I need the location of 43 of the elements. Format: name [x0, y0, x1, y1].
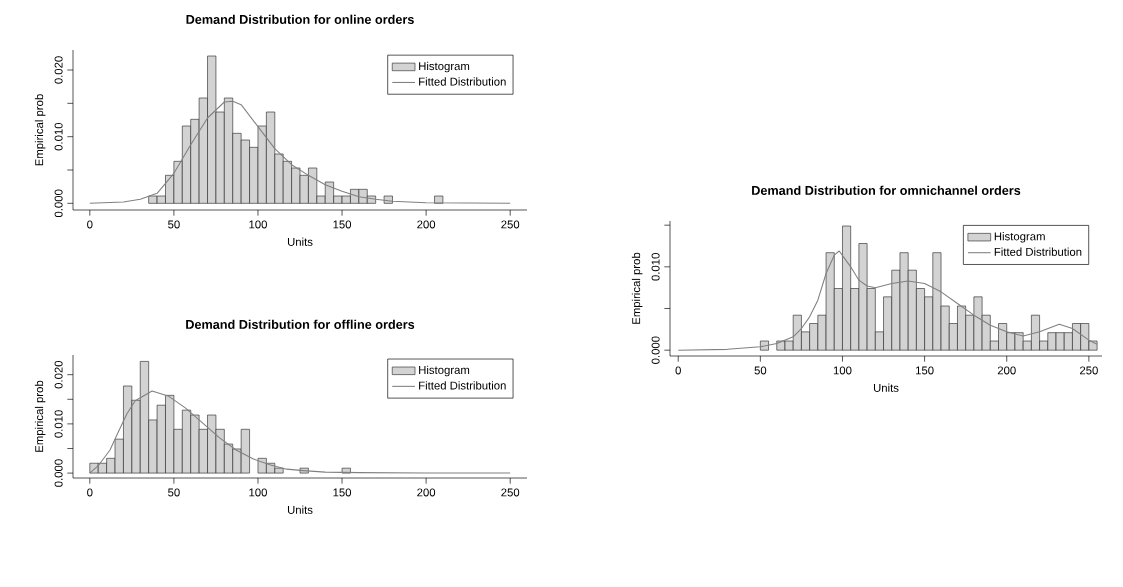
x-tick-label: 200	[417, 488, 436, 497]
x-tick-label: 250	[501, 220, 520, 229]
x-tick-label: 150	[333, 488, 352, 497]
x-tick-label: 0	[87, 488, 93, 497]
x-tick-label: 100	[249, 220, 267, 229]
y-tick-label: 0.010	[651, 253, 660, 281]
x-tick-label: 0	[675, 366, 681, 375]
line-series	[89, 100, 511, 204]
legend-label: Fitted Distribution	[419, 381, 506, 390]
x-axis-title: Units	[873, 383, 899, 392]
x-tick-label: 150	[333, 220, 352, 229]
y-tick-label: 0.000	[54, 459, 63, 487]
x-tick-label: 100	[249, 488, 267, 497]
legend-label: Fitted Distribution	[419, 77, 506, 86]
x-tick-label: 200	[417, 220, 436, 229]
y-axis-title: Empirical prob	[631, 252, 643, 324]
y-tick-label: 0.020	[54, 360, 63, 389]
y-tick-label: 0.020	[54, 56, 63, 84]
x-tick-label: 250	[1079, 366, 1098, 375]
y-tick-label: 0.010	[54, 122, 63, 151]
y-axis-title: Empirical prob	[34, 94, 46, 166]
y-tick-label: 0.010	[54, 410, 63, 438]
x-axis-title: Units	[287, 237, 313, 246]
chart-title: Demand Distribution for omnichannel orders	[752, 185, 1021, 195]
x-tick-label: 50	[754, 366, 767, 375]
legend-label: Histogram	[994, 232, 1045, 243]
x-tick-label: 150	[916, 366, 934, 375]
x-tick-label: 100	[833, 366, 852, 375]
legend-label: Histogram	[419, 365, 470, 377]
chart-title: Demand Distribution for offline orders	[186, 319, 415, 329]
x-tick-label: 50	[168, 220, 180, 229]
x-tick-label: 250	[501, 488, 520, 497]
legend-label: Histogram	[419, 61, 470, 73]
x-tick-label: 200	[997, 366, 1016, 375]
y-tick-label: 0.000	[54, 189, 63, 218]
line-series	[89, 390, 511, 474]
x-tick-label: 0	[87, 220, 93, 229]
y-axis-title: Empirical prob	[34, 380, 46, 452]
legend-label: Fitted Distribution	[994, 247, 1082, 256]
x-axis-title: Units	[287, 505, 313, 514]
chart-title: Demand Distribution for online orders	[186, 14, 414, 24]
x-tick-label: 50	[168, 488, 180, 497]
y-tick-label: 0.000	[651, 336, 660, 364]
